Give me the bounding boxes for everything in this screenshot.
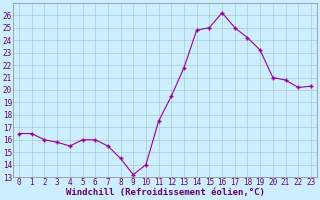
- X-axis label: Windchill (Refroidissement éolien,°C): Windchill (Refroidissement éolien,°C): [66, 188, 264, 197]
